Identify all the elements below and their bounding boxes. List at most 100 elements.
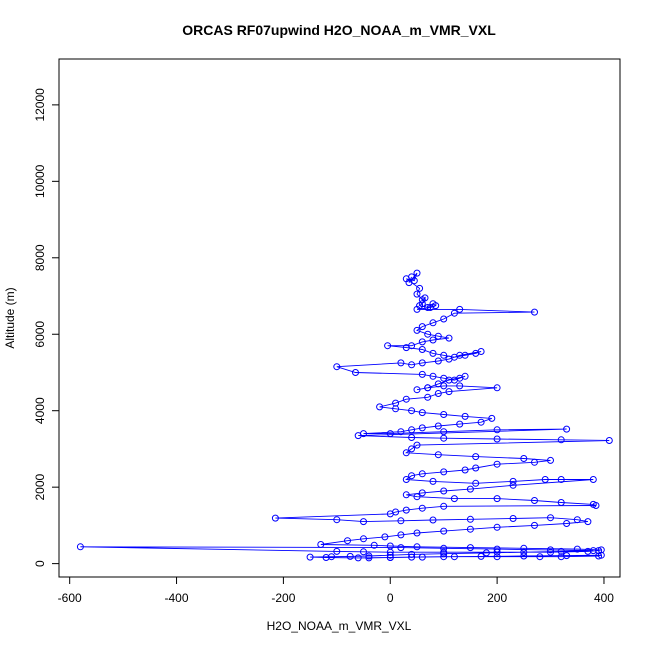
data-point xyxy=(456,420,464,428)
data-point xyxy=(456,305,464,313)
data-point xyxy=(424,384,432,392)
data-point xyxy=(418,424,426,432)
data-point xyxy=(418,504,426,512)
data-point xyxy=(477,552,485,560)
data-point xyxy=(360,548,367,556)
data-point xyxy=(450,553,458,561)
y-tick-label: 2000 xyxy=(33,473,47,500)
y-tick-label: 6000 xyxy=(33,321,47,348)
data-point xyxy=(461,412,469,420)
plot-frame xyxy=(58,58,621,578)
data-point xyxy=(418,553,426,561)
data-point xyxy=(421,294,429,302)
data-point xyxy=(531,497,538,504)
data-point xyxy=(418,409,426,417)
data-point xyxy=(477,418,485,426)
data-point xyxy=(520,544,528,552)
data-point xyxy=(413,529,421,537)
data-point xyxy=(589,547,597,555)
data-point xyxy=(418,370,426,378)
data-point xyxy=(402,395,410,403)
data-point xyxy=(445,355,453,363)
data-point xyxy=(402,275,410,283)
data-point xyxy=(493,384,501,392)
data-point xyxy=(445,376,453,384)
data-point xyxy=(557,499,565,506)
data-point xyxy=(333,363,341,371)
data-point xyxy=(408,434,416,441)
data-point xyxy=(386,430,394,438)
y-tick-label: 12000 xyxy=(33,88,47,122)
data-point xyxy=(317,541,325,548)
data-point xyxy=(346,552,354,560)
data-point xyxy=(76,543,84,551)
data-point xyxy=(563,552,571,560)
data-point xyxy=(434,422,442,430)
data-point xyxy=(440,468,448,476)
data-point xyxy=(440,382,448,390)
data-point xyxy=(424,393,432,401)
data-point xyxy=(306,553,314,561)
data-point xyxy=(418,323,426,331)
data-point xyxy=(440,527,448,535)
data-point xyxy=(408,445,416,453)
data-point xyxy=(493,460,501,468)
data-point xyxy=(354,432,362,440)
data-point xyxy=(493,548,501,556)
data-point xyxy=(445,388,453,396)
data-point xyxy=(440,553,448,561)
data-point xyxy=(440,544,448,552)
data-point xyxy=(472,464,480,472)
data-point xyxy=(509,515,517,522)
data-point xyxy=(461,351,469,359)
data-point xyxy=(322,554,330,561)
data-point xyxy=(440,351,448,359)
data-point xyxy=(434,451,442,459)
data-point xyxy=(584,547,592,555)
data-point xyxy=(531,521,538,529)
data-point xyxy=(605,437,613,444)
data-point xyxy=(413,441,421,449)
y-tick-label: 4000 xyxy=(33,397,47,424)
data-point xyxy=(597,546,605,554)
data-point xyxy=(520,455,528,462)
data-point xyxy=(429,477,437,485)
data-point xyxy=(466,515,474,523)
data-point xyxy=(456,382,464,390)
data-point xyxy=(402,344,410,352)
data-point xyxy=(450,309,458,317)
y-axis: 0 2000 4000 6000 8000 10000 12000 xyxy=(33,88,60,567)
data-point xyxy=(410,277,418,285)
data-point xyxy=(520,548,528,556)
data-point xyxy=(360,518,367,526)
data-point xyxy=(477,348,485,355)
x-tick-label: 200 xyxy=(487,591,507,605)
data-point xyxy=(413,269,421,277)
data-point xyxy=(365,552,373,560)
data-point xyxy=(547,514,554,522)
data-point xyxy=(413,290,421,298)
data-point xyxy=(370,541,378,549)
data-point xyxy=(426,304,434,311)
data-point xyxy=(440,434,448,442)
data-point xyxy=(408,361,416,369)
data-point xyxy=(418,470,426,478)
data-point xyxy=(397,517,405,525)
data-point xyxy=(557,547,565,555)
x-tick-label: -200 xyxy=(271,591,295,605)
data-point xyxy=(397,428,405,436)
data-point xyxy=(547,456,554,464)
series-layer xyxy=(76,269,613,562)
data-point xyxy=(413,386,421,394)
data-point xyxy=(466,544,474,552)
data-point xyxy=(547,548,554,556)
data-point xyxy=(354,554,362,562)
data-point xyxy=(493,495,501,503)
data-point xyxy=(386,551,394,559)
data-point xyxy=(429,349,437,357)
series-line xyxy=(80,272,610,559)
data-point xyxy=(461,466,469,474)
data-point xyxy=(573,545,581,553)
x-tick-label: -600 xyxy=(58,591,82,605)
data-point xyxy=(440,502,448,510)
